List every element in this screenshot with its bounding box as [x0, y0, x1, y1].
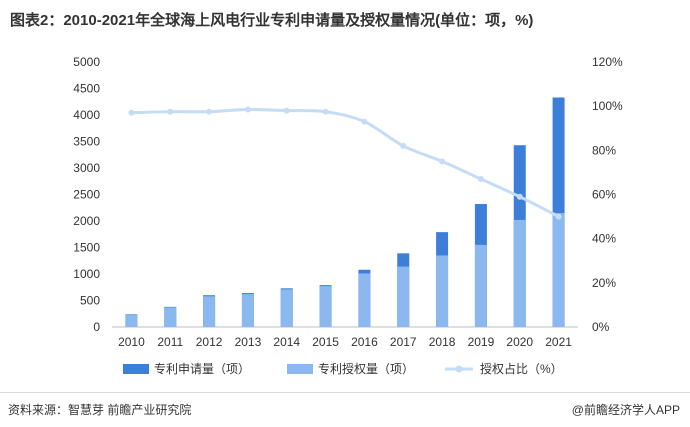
legend-label-ratio: 授权占比（%） [480, 361, 563, 376]
y-left-tick-label: 2000 [73, 214, 100, 228]
ratio-point [322, 108, 329, 115]
y-right-tick-label: 20% [592, 276, 616, 290]
chart-title: 图表2：2010-2021年全球海上风电行业专利申请量及授权量情况(单位：项，%… [10, 12, 534, 29]
grant-bar [125, 314, 138, 327]
y-right-tick-label: 100% [592, 99, 623, 113]
ratio-point [167, 108, 174, 115]
legend: 专利申请量（项） 专利授权量（项） 授权占比（%） [123, 361, 563, 376]
x-tick-label: 2012 [196, 335, 223, 349]
grant-bar [164, 307, 177, 327]
footer-divider [0, 392, 690, 393]
ratio-point [400, 142, 407, 149]
y-right-axis: 0% 20% 40% 60% 80% 100% 120% [592, 55, 623, 334]
legend-label-grant: 专利授权量（项） [318, 361, 414, 376]
x-tick-label: 2016 [351, 335, 378, 349]
x-tick-label: 2014 [273, 335, 300, 349]
grant-bar [474, 244, 487, 327]
source-text: 资料来源：智慧芽 前瞻产业研究院 [8, 403, 192, 417]
footer: 资料来源：智慧芽 前瞻产业研究院 @前瞻经济学人APP [0, 392, 690, 427]
grant-bar [280, 289, 293, 327]
ratio-point [439, 158, 446, 165]
x-axis: 2010 2011 2012 2013 2014 2015 2016 2017 2018 2019… [118, 335, 572, 349]
y-left-tick-label: 1500 [73, 241, 100, 255]
x-tick-label: 2017 [390, 335, 417, 349]
y-right-tick-label: 40% [592, 232, 616, 246]
x-tick-label: 2018 [429, 335, 456, 349]
ratio-point [361, 118, 368, 125]
y-left-tick-label: 4500 [73, 82, 100, 96]
y-left-tick-label: 4000 [73, 108, 100, 122]
ratio-point [283, 107, 290, 114]
y-right-tick-label: 0% [592, 320, 610, 334]
grant-bar [203, 296, 216, 327]
y-left-tick-label: 500 [80, 294, 100, 308]
x-tick-label: 2013 [235, 335, 262, 349]
y-left-tick-label: 5000 [73, 55, 100, 69]
grant-bar [513, 219, 526, 327]
ratio-point [128, 109, 135, 116]
bar-series [125, 97, 565, 327]
legend-swatch-application [123, 364, 149, 374]
x-tick-label: 2020 [506, 335, 533, 349]
x-tick-label: 2011 [157, 335, 183, 349]
y-left-tick-label: 3000 [73, 161, 100, 175]
x-tick-label: 2019 [468, 335, 495, 349]
grant-bar [552, 213, 565, 327]
y-left-axis: 0 500 1000 1500 2000 2500 3000 3500 4000 4500 5000 [73, 55, 100, 334]
y-left-tick-label: 3500 [73, 135, 100, 149]
x-tick-label: 2010 [118, 335, 145, 349]
ratio-point [555, 213, 562, 220]
y-left-tick-label: 1000 [73, 267, 100, 281]
y-left-tick-label: 2500 [73, 188, 100, 202]
y-right-tick-label: 60% [592, 188, 616, 202]
ratio-line-series [128, 106, 562, 220]
grant-bar [319, 286, 332, 327]
legend-marker-ratio [455, 365, 463, 373]
grant-bar [397, 266, 410, 327]
x-tick-label: 2015 [312, 335, 339, 349]
y-left-tick-label: 0 [93, 320, 100, 334]
ratio-point [244, 106, 251, 113]
legend-swatch-grant [287, 364, 313, 374]
ratio-point [477, 176, 484, 183]
ratio-point [516, 193, 523, 200]
ratio-point [206, 108, 213, 115]
grant-bar [436, 255, 449, 327]
grant-bar [358, 273, 371, 327]
x-tick-label: 2021 [545, 335, 572, 349]
y-right-tick-label: 80% [592, 143, 616, 157]
credit-text: @前瞻经济学人APP [571, 403, 680, 417]
chart-canvas: 0 500 1000 1500 2000 2500 3000 3500 4000 4500 5000… [73, 55, 623, 376]
y-right-tick-label: 120% [592, 55, 623, 69]
ratio-line-path [131, 107, 560, 218]
grant-bar [241, 294, 254, 327]
legend-label-application: 专利申请量（项） [154, 361, 250, 376]
